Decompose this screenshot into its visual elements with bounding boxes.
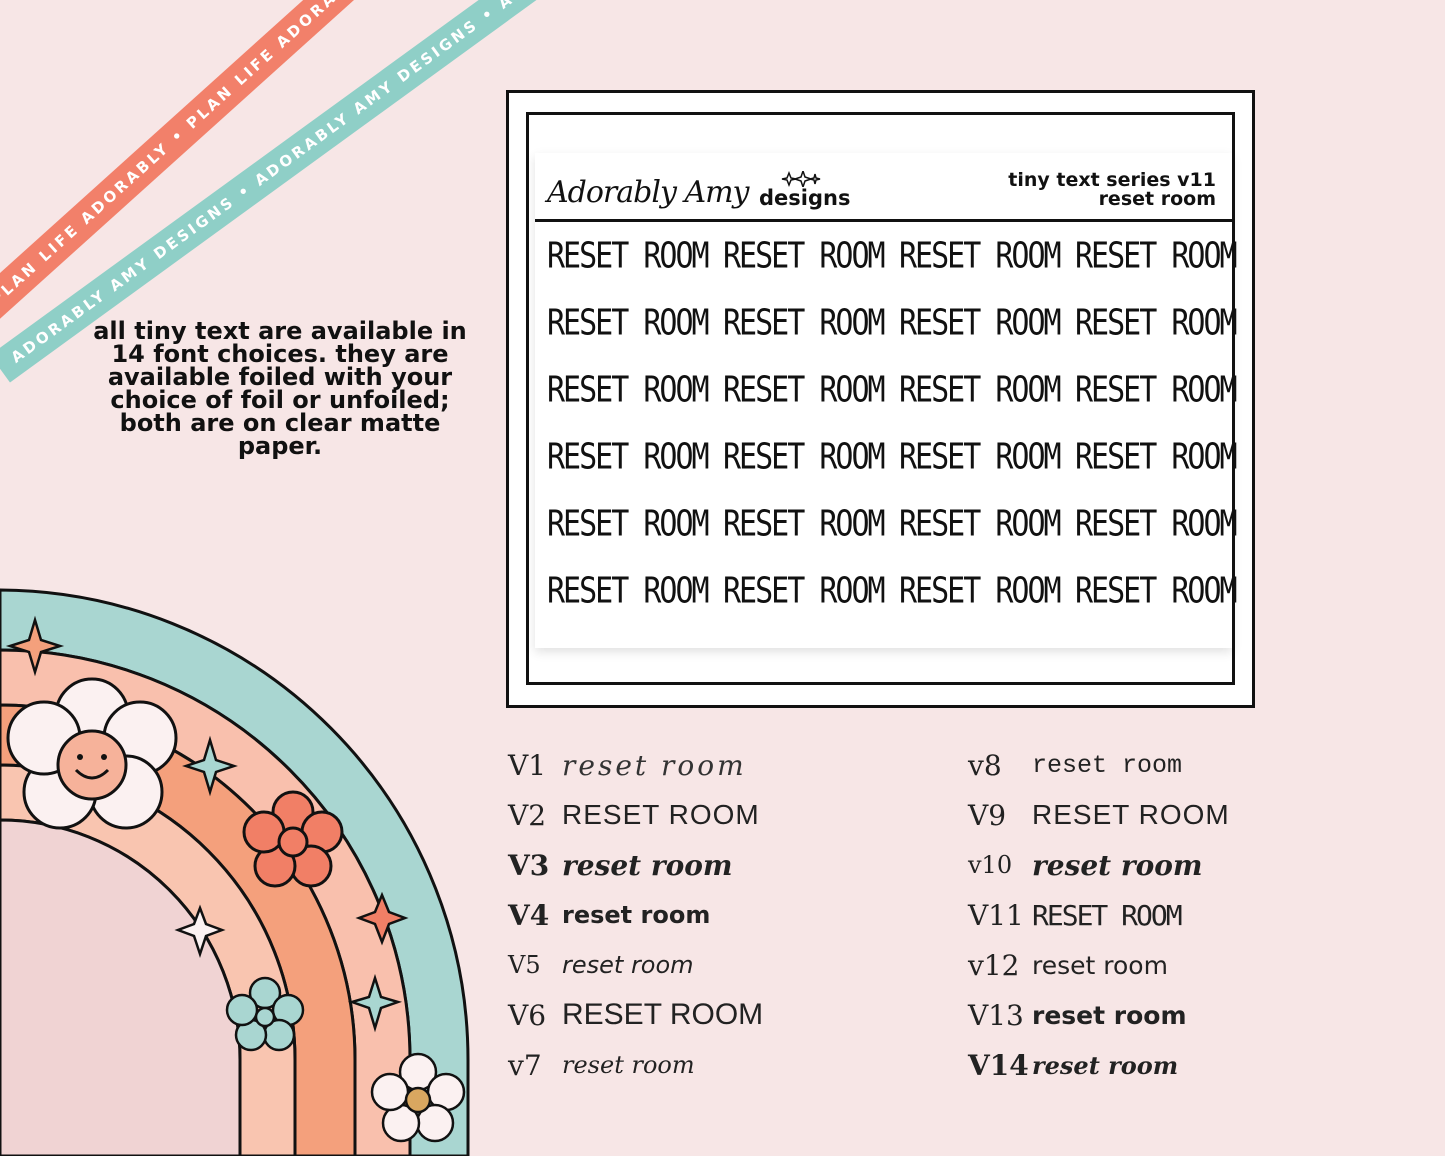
font-option: V5 reset room: [508, 940, 763, 990]
brand-sub: designs: [759, 186, 851, 210]
font-sample: RESET ROOM: [1032, 898, 1183, 932]
sticker-grid: RESET ROOM RESET ROOM RESET ROOM RESET R…: [547, 235, 1238, 637]
font-code: V1: [508, 748, 547, 782]
font-sample: reset room: [1032, 1000, 1187, 1030]
font-option: V14 reset room: [968, 1040, 1230, 1090]
teal-flower-icon: [225, 976, 305, 1052]
sticker: RESET ROOM: [899, 436, 1062, 478]
sticker: RESET ROOM: [723, 503, 886, 545]
sticker: RESET ROOM: [899, 235, 1062, 277]
brand-logo: Adorably Amy: [547, 175, 750, 210]
sticker: RESET ROOM: [723, 302, 886, 344]
sticker: RESET ROOM: [1075, 235, 1238, 277]
sticker: RESET ROOM: [899, 302, 1062, 344]
font-sample: reset room: [562, 901, 711, 929]
font-sample: RESET ROOM: [562, 998, 764, 1031]
font-options-left: V1 reset room V2 RESET ROOM V3 reset roo…: [508, 740, 763, 1090]
sticker: RESET ROOM: [547, 503, 710, 545]
font-sample: reset room: [562, 748, 747, 782]
font-sample: reset room: [562, 951, 694, 979]
font-option: V9 RESET ROOM: [968, 790, 1230, 840]
font-option: V2 RESET ROOM: [508, 790, 763, 840]
sticker: RESET ROOM: [547, 369, 710, 411]
font-code: V9: [968, 798, 1007, 832]
font-code: V4: [508, 898, 550, 932]
font-sample: RESET ROOM: [562, 799, 760, 830]
font-option: V3 reset room: [508, 840, 763, 890]
font-code: v8: [968, 748, 1002, 782]
orange-flower-icon: [242, 790, 344, 888]
font-option: v7 reset room: [508, 1040, 763, 1090]
sticker: RESET ROOM: [547, 436, 710, 478]
font-option: V13 reset room: [968, 990, 1230, 1040]
sticker: RESET ROOM: [723, 436, 886, 478]
font-sample: reset room: [1032, 848, 1203, 882]
font-sample: reset room: [1032, 750, 1183, 780]
font-code: V14: [968, 1048, 1029, 1082]
product-description: all tiny text are available in 14 font c…: [93, 317, 467, 460]
sticker: RESET ROOM: [723, 369, 886, 411]
sticker: RESET ROOM: [1075, 369, 1238, 411]
sticker: RESET ROOM: [547, 302, 710, 344]
font-option: v10 reset room: [968, 840, 1230, 890]
sparkle-icon: [174, 904, 226, 958]
sparkle-icon: [347, 973, 403, 1033]
font-option: v8 reset room: [968, 740, 1230, 790]
font-option: V11 RESET ROOM: [968, 890, 1230, 940]
sparkle-icon: [5, 615, 65, 677]
series-label: tiny text series v11 reset room: [1008, 171, 1216, 209]
sticker: RESET ROOM: [899, 503, 1062, 545]
font-code: V6: [508, 998, 547, 1032]
sticker: RESET ROOM: [899, 369, 1062, 411]
sticker: RESET ROOM: [547, 570, 710, 612]
sticker: RESET ROOM: [1075, 436, 1238, 478]
font-sample: reset room: [562, 1051, 695, 1079]
font-code: v10: [968, 851, 1013, 879]
white-flower-icon: [370, 1052, 466, 1143]
font-sample: RESET ROOM: [1032, 799, 1230, 830]
series-title: tiny text series v11: [1008, 169, 1216, 191]
sticker-sheet-border: Adorably Amy designs tiny text series v1…: [526, 112, 1238, 685]
header-divider: [535, 219, 1232, 222]
sticker: RESET ROOM: [1075, 503, 1238, 545]
font-code: V2: [508, 798, 547, 832]
font-option: V4 reset room: [508, 890, 763, 940]
sticker: RESET ROOM: [899, 570, 1062, 612]
sparkle-icon: [182, 735, 238, 797]
font-code: V13: [968, 998, 1024, 1032]
font-option: V6 RESET ROOM: [508, 990, 763, 1040]
sticker: RESET ROOM: [723, 235, 886, 277]
font-code: V11: [968, 898, 1024, 932]
sticker-sheet: Adorably Amy designs tiny text series v1…: [535, 153, 1238, 648]
sparkle-icon: [355, 891, 409, 946]
font-code: v7: [508, 1048, 542, 1082]
font-code: V5: [508, 951, 541, 979]
font-sample: reset room: [1032, 950, 1168, 980]
sticker: RESET ROOM: [547, 235, 710, 277]
font-sample: reset room: [562, 848, 733, 882]
smiley-flower-icon: [6, 677, 178, 830]
font-sample: reset room: [1032, 1050, 1179, 1080]
sticker: RESET ROOM: [1075, 302, 1238, 344]
font-options-right: v8 reset room V9 RESET ROOM v10 reset ro…: [968, 740, 1230, 1090]
sticker: RESET ROOM: [723, 570, 886, 612]
font-option: v12 reset room: [968, 940, 1230, 990]
font-code: V3: [508, 848, 550, 882]
font-option: V1 reset room: [508, 740, 763, 790]
sparkle-icon: [781, 171, 821, 187]
sticker: RESET ROOM: [1075, 570, 1238, 612]
rainbow-illustration: [0, 588, 470, 1156]
font-code: v12: [968, 948, 1020, 982]
series-subtitle: reset room: [1098, 188, 1216, 210]
sticker-sheet-frame: Adorably Amy designs tiny text series v1…: [506, 90, 1255, 708]
